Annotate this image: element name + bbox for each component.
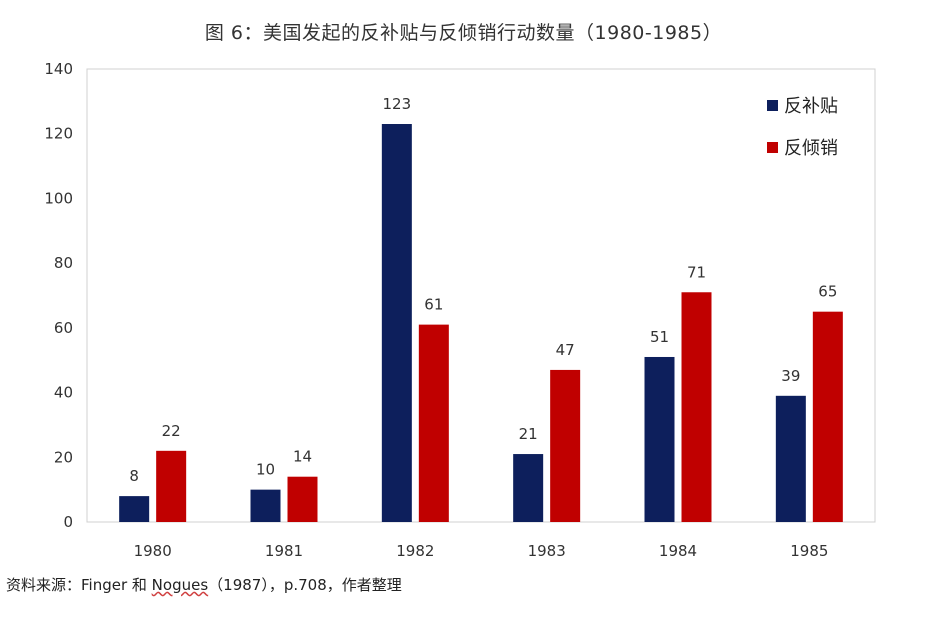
data-label: 8 <box>129 467 139 485</box>
bar-antidumping-1983 <box>550 369 581 522</box>
y-tick-label: 120 <box>44 125 73 143</box>
y-tick-label: 140 <box>44 60 73 78</box>
x-tick-label: 1985 <box>790 542 828 560</box>
bars-group: 8 22 10 14 123 61 21 47 51 71 39 65 <box>119 95 843 522</box>
source-note: 资料来源：Finger 和 Nogues（1987），p.708，作者整理 <box>6 574 402 595</box>
bar-antidumping-1984 <box>681 292 712 522</box>
source-prefix: 资料来源：Finger 和 <box>6 576 152 594</box>
bar-antidumping-1981 <box>287 476 318 522</box>
legend-swatch <box>767 142 778 153</box>
bar-countervailing-1982 <box>381 124 412 522</box>
plot-frame <box>86 68 876 523</box>
y-tick-label: 80 <box>54 254 73 272</box>
bar-countervailing-1984 <box>644 356 675 522</box>
data-label: 123 <box>383 95 412 113</box>
y-tick-label: 20 <box>54 448 73 466</box>
bar-antidumping-1985 <box>812 311 843 522</box>
bar-countervailing-1980 <box>119 496 150 522</box>
data-label: 47 <box>556 341 575 359</box>
x-tick-label: 1982 <box>396 542 434 560</box>
x-tick-label: 1980 <box>134 542 172 560</box>
source-author-nogues: Nogues <box>151 576 209 594</box>
chart-title: 图 6：美国发起的反补贴与反倾销行动数量（1980-1985） <box>204 22 723 44</box>
y-tick-label: 0 <box>63 513 73 531</box>
x-tick-label: 1981 <box>265 542 303 560</box>
legend-label: 反补贴 <box>784 96 838 117</box>
x-tick-label: 1984 <box>659 542 697 560</box>
y-tick-label: 100 <box>44 189 73 207</box>
legend-swatch <box>767 100 778 111</box>
data-label: 22 <box>162 422 181 440</box>
y-tick-label: 40 <box>54 384 73 402</box>
bar-antidumping-1982 <box>418 324 449 522</box>
data-label: 21 <box>519 425 538 443</box>
x-axis-ticks: 1980 1981 1982 1983 1984 1985 <box>134 542 829 560</box>
data-label: 65 <box>818 283 837 301</box>
data-label: 14 <box>293 448 312 466</box>
data-label: 71 <box>687 263 706 281</box>
data-label: 61 <box>424 296 443 314</box>
y-tick-label: 60 <box>54 319 73 337</box>
y-axis-ticks: 0 20 40 60 80 100 120 140 <box>44 60 73 531</box>
x-tick-label: 1983 <box>528 542 566 560</box>
bar-countervailing-1983 <box>513 454 544 522</box>
data-label: 39 <box>781 367 800 385</box>
bar-antidumping-1980 <box>156 450 187 522</box>
data-label: 51 <box>650 328 669 346</box>
bar-countervailing-1985 <box>775 395 806 522</box>
bar-countervailing-1981 <box>250 489 281 522</box>
legend-label: 反倾销 <box>784 138 838 159</box>
source-suffix: （1987），p.708，作者整理 <box>208 576 402 594</box>
data-label: 10 <box>256 461 275 479</box>
